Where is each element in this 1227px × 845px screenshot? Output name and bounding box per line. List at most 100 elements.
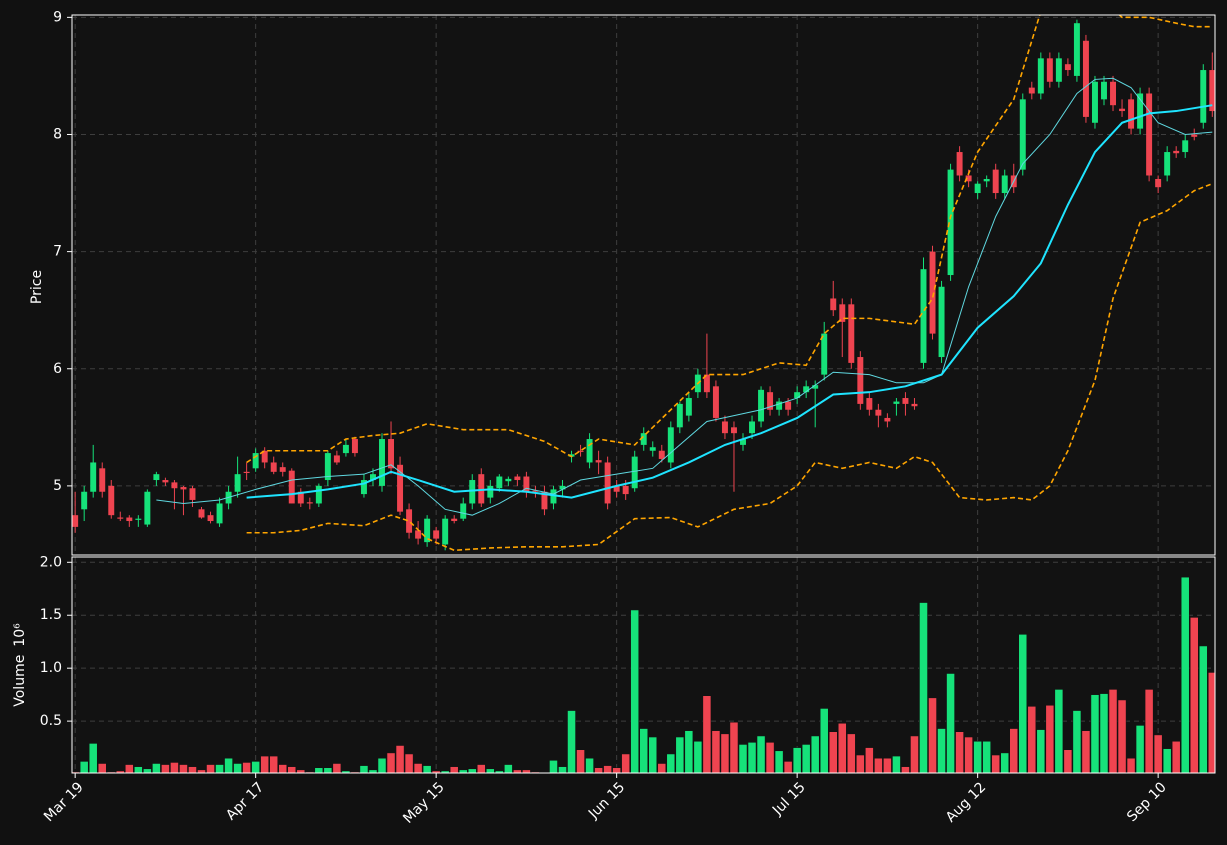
grid: [72, 15, 1215, 773]
indicator-line: [246, 104, 1213, 499]
volume-bar: [287, 766, 297, 773]
candle-body: [180, 487, 187, 490]
volume-frame: [71, 556, 1216, 774]
y-tick-label: 8: [53, 126, 62, 142]
candle-body: [189, 488, 196, 500]
volume-bar: [1189, 617, 1199, 773]
volume-bar: [666, 753, 676, 773]
candle-body: [740, 439, 746, 445]
volume-bar: [702, 695, 712, 773]
candle-body: [974, 183, 981, 194]
candle-body: [126, 517, 133, 522]
candle-body: [135, 518, 142, 520]
candle-body: [893, 401, 900, 404]
candle-body: [730, 427, 737, 434]
y-tick-label: 6: [53, 361, 62, 377]
candle-body: [983, 178, 990, 182]
volume-bar: [883, 757, 892, 773]
candle-body: [297, 491, 304, 504]
candle-body: [712, 386, 719, 418]
volume-bar: [124, 764, 134, 773]
volume-bar: [142, 768, 152, 773]
volume-bar: [1171, 740, 1181, 773]
candle-body: [1001, 175, 1008, 194]
candle-body: [785, 401, 792, 410]
volume-bar: [269, 755, 279, 773]
candle-body: [749, 421, 756, 434]
volume-bar: [314, 767, 324, 773]
candle-body: [568, 454, 575, 457]
candle-body: [451, 518, 458, 522]
candle-body: [270, 462, 277, 472]
volume-bar: [1000, 752, 1010, 773]
candle-body: [478, 474, 485, 504]
candle-body: [171, 482, 178, 489]
candle-body: [496, 476, 503, 489]
volume-bar: [1045, 704, 1055, 773]
y-axis-label: Price: [29, 270, 45, 304]
volume-bar: [684, 730, 694, 773]
volume-bar: [368, 769, 378, 773]
volume-bar: [837, 722, 847, 773]
volume-bar: [648, 736, 658, 773]
candle-body: [1046, 58, 1053, 82]
candle-body: [144, 491, 151, 525]
volume-bar: [161, 764, 170, 773]
candle-body: [1082, 40, 1089, 117]
candle-body: [794, 392, 801, 399]
volume-bar: [233, 763, 242, 773]
volume-bar: [621, 753, 631, 773]
volume-bar: [1063, 749, 1073, 773]
candle-body: [315, 485, 322, 504]
candle-body: [812, 385, 819, 389]
candle-body: [947, 169, 954, 276]
candle-body: [658, 450, 665, 459]
volume-bar: [964, 736, 973, 773]
volume-bar: [946, 673, 955, 773]
volume-bar: [928, 697, 937, 773]
candle-body: [99, 468, 106, 492]
volume-y-tick-label: 2.0: [40, 554, 62, 570]
volume-bar: [1072, 710, 1082, 773]
volume-bar: [846, 733, 856, 773]
candle-body: [875, 409, 882, 416]
candle-body: [523, 476, 530, 492]
volume-bar: [991, 754, 1001, 773]
candle-body: [1110, 81, 1116, 106]
candle-body: [676, 403, 683, 428]
volume-y-tick-label: 1.5: [40, 607, 62, 623]
candle-body: [1200, 70, 1207, 123]
candle-body: [1073, 23, 1080, 76]
volume-bar: [476, 764, 486, 773]
price-panel: [72, 15, 1215, 555]
candle-body: [938, 286, 945, 358]
candle-body: [469, 480, 476, 504]
candle-body: [1028, 87, 1035, 94]
candle-body: [1209, 70, 1215, 112]
candle-body: [252, 453, 259, 469]
volume-bar: [215, 764, 224, 773]
volume-y-tick-label: 1.0: [40, 660, 62, 676]
volume-bar: [1036, 729, 1046, 773]
volume-bar: [801, 744, 811, 773]
volume-bar: [810, 735, 820, 773]
candle-body: [505, 478, 512, 482]
volume-bar: [828, 731, 838, 773]
volume-bar: [1009, 728, 1019, 773]
volume-bar: [1153, 734, 1163, 773]
candle-body: [577, 450, 584, 452]
candle-body: [803, 386, 810, 393]
volume-bar: [179, 764, 188, 773]
volume-scale: 10⁶: [12, 623, 28, 647]
candle-body: [1146, 93, 1153, 176]
volume-bar: [919, 602, 928, 773]
candle-body: [956, 152, 963, 176]
volume-bar: [630, 609, 640, 773]
volume-bar: [1180, 576, 1190, 773]
candle-body: [342, 444, 349, 454]
candle-body: [234, 474, 241, 492]
volume-bar: [88, 743, 98, 773]
volume-bar: [576, 749, 585, 773]
candle-body: [667, 427, 674, 463]
